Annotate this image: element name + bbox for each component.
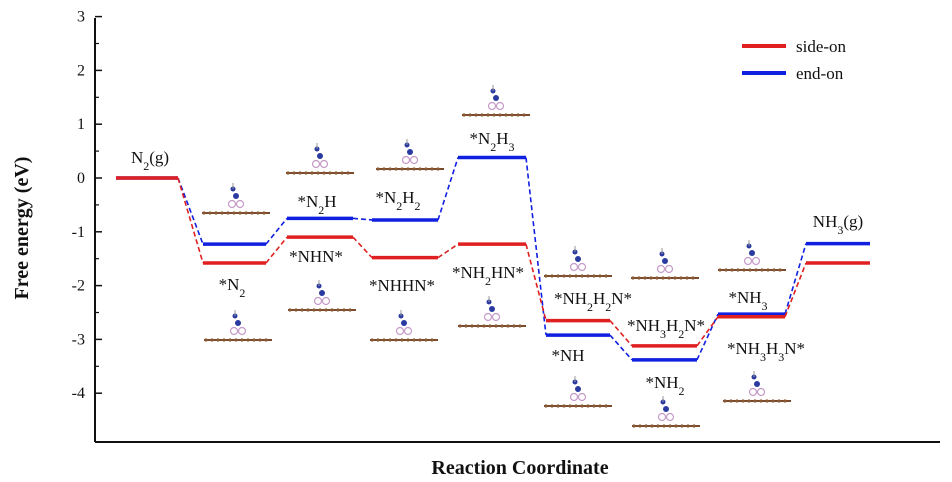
side-on-connector-0 bbox=[177, 177, 204, 264]
structure-icon bbox=[204, 310, 272, 342]
y-tick-label: -2 bbox=[72, 278, 85, 295]
legend: side-on end-on bbox=[742, 37, 847, 83]
structure-icon bbox=[632, 396, 700, 428]
y-ticks: 3 2 1 0 -1 -2 -3 -4 bbox=[72, 9, 102, 402]
structure-icon bbox=[458, 296, 526, 328]
structure-icon bbox=[202, 183, 270, 215]
structure-icon bbox=[631, 248, 699, 280]
state-label: *NH2 bbox=[645, 373, 684, 398]
side-on-connector-4 bbox=[525, 243, 547, 321]
legend-label-side-on: side-on bbox=[796, 37, 847, 56]
structure-icon bbox=[723, 371, 791, 403]
state-labels: N2(g) *N2 *N2H *NHN* *N2H2 *NHHN* *N2H3 *NH2HN*… bbox=[131, 129, 863, 398]
end-on-connector-7 bbox=[784, 243, 807, 315]
state-label: *NH2H2N* bbox=[554, 289, 632, 314]
side-on-connector-2 bbox=[352, 236, 373, 259]
state-label: *NHN* bbox=[289, 247, 343, 266]
side-on-connector-7 bbox=[784, 262, 807, 318]
state-label: *NHHN* bbox=[369, 276, 435, 295]
structure-icon bbox=[370, 310, 438, 342]
energy-levels bbox=[116, 155, 870, 362]
side-on-connector-1 bbox=[265, 236, 288, 264]
structure-icon bbox=[462, 85, 530, 117]
end-on-connector-6 bbox=[696, 313, 719, 361]
side-on-connector-5 bbox=[609, 320, 633, 347]
y-tick-label: 2 bbox=[77, 62, 85, 79]
end-on-connector-5 bbox=[609, 334, 633, 361]
state-label: *NH2HN* bbox=[452, 263, 524, 288]
state-label: *NH3 bbox=[728, 288, 767, 313]
y-axis-label: Free energy (eV) bbox=[11, 157, 33, 300]
y-tick-label: -4 bbox=[72, 385, 85, 402]
state-label: *N2 bbox=[219, 275, 246, 300]
structure-icon bbox=[544, 246, 612, 278]
structure-icon bbox=[718, 240, 786, 272]
y-tick-label: -3 bbox=[72, 331, 85, 348]
legend-label-end-on: end-on bbox=[796, 64, 844, 83]
state-label: *N2H2 bbox=[375, 188, 420, 213]
axes bbox=[94, 18, 940, 443]
side-on-connector-6 bbox=[696, 316, 719, 347]
structure-icon bbox=[286, 143, 354, 175]
state-label: N2(g) bbox=[131, 148, 169, 173]
y-tick-label: 1 bbox=[77, 116, 85, 133]
end-on-connector-1 bbox=[265, 217, 288, 245]
state-label: NH3(g) bbox=[813, 212, 863, 237]
x-axis-label: Reaction Coordinate bbox=[431, 457, 608, 479]
side-on-connector-3 bbox=[437, 243, 459, 259]
structure-icon bbox=[376, 139, 444, 171]
y-tick-label: 3 bbox=[77, 9, 85, 26]
end-on-connector-4 bbox=[525, 157, 547, 336]
structure-thumbnails bbox=[202, 85, 791, 428]
state-label: *N2H bbox=[297, 192, 336, 217]
end-on-connector-2 bbox=[352, 217, 373, 221]
state-label: *NH bbox=[551, 346, 584, 365]
end-on-connector-3 bbox=[437, 157, 459, 221]
state-label: *N2H3 bbox=[469, 129, 514, 154]
state-label: *NH3H2N* bbox=[627, 316, 705, 341]
y-tick-label: -1 bbox=[72, 224, 85, 241]
structure-icon bbox=[544, 376, 612, 408]
end-on-connector-0 bbox=[177, 177, 204, 245]
state-label: *NH3H3N* bbox=[727, 339, 805, 364]
y-tick-label: 0 bbox=[77, 170, 85, 187]
connectors bbox=[177, 157, 807, 361]
structure-icon bbox=[288, 280, 356, 312]
